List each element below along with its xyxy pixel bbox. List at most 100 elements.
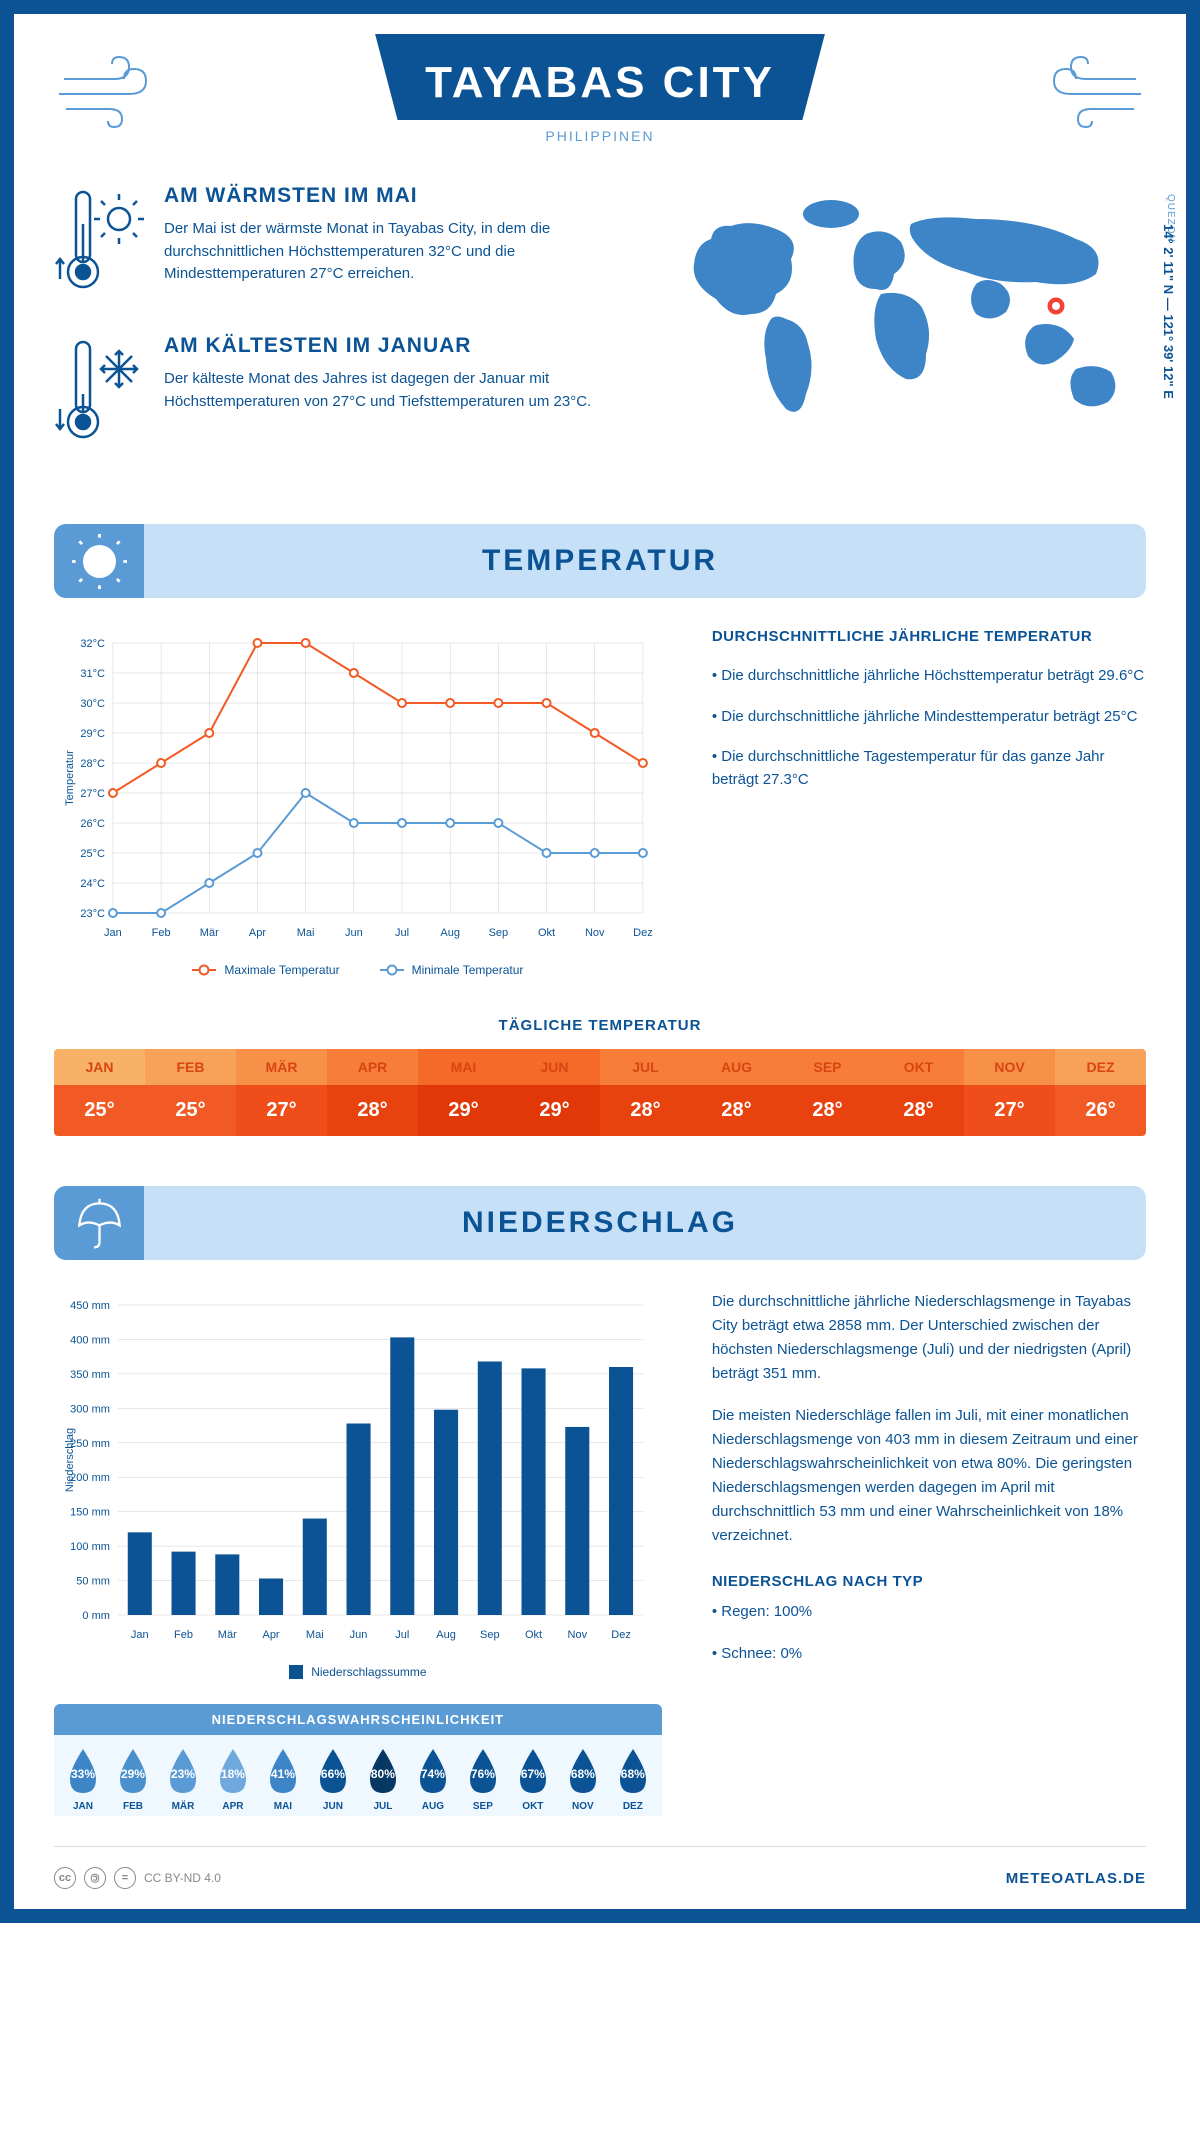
svg-text:Mär: Mär	[200, 927, 219, 939]
daily-temp-value: 28°	[327, 1085, 418, 1136]
daily-temp-col: AUG 28°	[691, 1049, 782, 1136]
daily-temp-month: FEB	[145, 1049, 236, 1085]
temp-bullet: • Die durchschnittliche jährliche Höchst…	[712, 665, 1146, 688]
thermometer-cold-icon	[54, 334, 144, 449]
daily-temp-month: APR	[327, 1049, 418, 1085]
svg-text:Jun: Jun	[345, 927, 363, 939]
daily-temp-col: DEZ 26°	[1055, 1049, 1146, 1136]
by-icon: 🄯	[84, 1867, 106, 1889]
probability-month: AUG	[408, 1801, 458, 1812]
daily-temp-month: MÄR	[236, 1049, 327, 1085]
daily-temp-month: JUN	[509, 1049, 600, 1085]
footer: cc 🄯 = CC BY-ND 4.0 METEOATLAS.DE	[54, 1846, 1146, 1889]
probability-value: 74%	[421, 1767, 445, 1781]
coldest-title: AM KÄLTESTEN IM JANUAR	[164, 334, 626, 358]
temperature-title: TEMPERATUR	[84, 544, 1116, 578]
svg-text:Okt: Okt	[538, 927, 555, 939]
wind-icon-left	[54, 49, 174, 129]
country-subtitle: PHILIPPINEN	[54, 128, 1146, 144]
umbrella-icon	[54, 1186, 144, 1260]
avg-temp-title: DURCHSCHNITTLICHE JÄHRLICHE TEMPERATUR	[712, 628, 1146, 645]
probability-value: 68%	[571, 1767, 595, 1781]
precipitation-legend: Niederschlagssumme	[54, 1665, 662, 1679]
svg-text:Nov: Nov	[585, 927, 605, 939]
probability-month: DEZ	[608, 1801, 658, 1812]
svg-text:Jan: Jan	[131, 1629, 149, 1641]
temp-bullet: • Die durchschnittliche jährliche Mindes…	[712, 706, 1146, 729]
probability-item: 68% NOV	[558, 1747, 608, 1812]
svg-text:32°C: 32°C	[80, 638, 105, 650]
svg-text:Jun: Jun	[350, 1629, 368, 1641]
precipitation-bar-chart: 0 mm50 mm100 mm150 mm200 mm250 mm300 mm3…	[54, 1290, 662, 1650]
precipitation-body: 0 mm50 mm100 mm150 mm200 mm250 mm300 mm3…	[54, 1290, 1146, 1816]
svg-text:Dez: Dez	[633, 927, 653, 939]
daily-temp-month: JAN	[54, 1049, 145, 1085]
svg-text:Jul: Jul	[395, 927, 409, 939]
probability-value: 80%	[371, 1767, 395, 1781]
precipitation-legend-label: Niederschlagssumme	[311, 1665, 426, 1679]
probability-value: 33%	[71, 1767, 95, 1781]
probability-value: 41%	[271, 1767, 295, 1781]
temperature-legend: .legend-swatch[style*='#f15a24']::after{…	[54, 963, 662, 977]
svg-text:Okt: Okt	[525, 1629, 542, 1641]
precipitation-info: Die durchschnittliche jährliche Niedersc…	[712, 1290, 1146, 1816]
daily-temp-col: MAI 29°	[418, 1049, 509, 1136]
license-block: cc 🄯 = CC BY-ND 4.0	[54, 1867, 221, 1889]
precipitation-text-2: Die meisten Niederschläge fallen im Juli…	[712, 1404, 1146, 1548]
svg-text:23°C: 23°C	[80, 908, 105, 920]
daily-temp-value: 25°	[54, 1085, 145, 1136]
svg-text:200 mm: 200 mm	[70, 1472, 110, 1484]
probability-month: JUL	[358, 1801, 408, 1812]
daily-temp-value: 27°	[964, 1085, 1055, 1136]
svg-text:300 mm: 300 mm	[70, 1403, 110, 1415]
svg-text:Apr: Apr	[249, 927, 266, 939]
license-text: CC BY-ND 4.0	[144, 1871, 221, 1885]
svg-text:27°C: 27°C	[80, 788, 105, 800]
probability-value: 67%	[521, 1767, 545, 1781]
city-title: TAYABAS CITY	[425, 58, 775, 108]
raindrop-icon: 18%	[214, 1747, 252, 1795]
probability-value: 18%	[221, 1767, 245, 1781]
infographic-container: TAYABAS CITY PHILIPPINEN	[0, 0, 1200, 1923]
daily-temp-col: APR 28°	[327, 1049, 418, 1136]
raindrop-icon: 23%	[164, 1747, 202, 1795]
svg-text:450 mm: 450 mm	[70, 1300, 110, 1312]
probability-item: 33% JAN	[58, 1747, 108, 1812]
svg-text:Feb: Feb	[152, 927, 171, 939]
probability-item: 68% DEZ	[608, 1747, 658, 1812]
warmest-title: AM WÄRMSTEN IM MAI	[164, 184, 626, 208]
title-banner: TAYABAS CITY	[375, 34, 825, 120]
daily-temp-value: 27°	[236, 1085, 327, 1136]
precipitation-section-header: NIEDERSCHLAG	[54, 1186, 1146, 1260]
svg-text:0 mm: 0 mm	[82, 1610, 110, 1622]
probability-value: 29%	[121, 1767, 145, 1781]
brand-label: METEOATLAS.DE	[1006, 1870, 1146, 1887]
raindrop-icon: 68%	[614, 1747, 652, 1795]
probability-value: 68%	[621, 1767, 645, 1781]
svg-text:30°C: 30°C	[80, 698, 105, 710]
daily-temp-month: DEZ	[1055, 1049, 1146, 1085]
climate-summary: AM WÄRMSTEN IM MAI Der Mai ist der wärms…	[54, 184, 626, 484]
daily-temp-value: 29°	[418, 1085, 509, 1136]
probability-item: 66% JUN	[308, 1747, 358, 1812]
svg-text:26°C: 26°C	[80, 818, 105, 830]
probability-item: 23% MÄR	[158, 1747, 208, 1812]
raindrop-icon: 66%	[314, 1747, 352, 1795]
svg-text:Dez: Dez	[611, 1629, 631, 1641]
raindrop-icon: 80%	[364, 1747, 402, 1795]
legend-item: .legend-swatch[style*='#5b9bd5']::after{…	[380, 963, 524, 977]
probability-item: 67% OKT	[508, 1747, 558, 1812]
svg-text:150 mm: 150 mm	[70, 1507, 110, 1519]
probability-value: 66%	[321, 1767, 345, 1781]
daily-temp-month: MAI	[418, 1049, 509, 1085]
daily-temp-title: TÄGLICHE TEMPERATUR	[54, 1017, 1146, 1034]
probability-month: OKT	[508, 1801, 558, 1812]
temperature-info: DURCHSCHNITTLICHE JÄHRLICHE TEMPERATUR •…	[712, 628, 1146, 977]
warmest-block: AM WÄRMSTEN IM MAI Der Mai ist der wärms…	[54, 184, 626, 299]
daily-temp-col: JUN 29°	[509, 1049, 600, 1136]
daily-temp-col: JUL 28°	[600, 1049, 691, 1136]
svg-text:Apr: Apr	[262, 1629, 279, 1641]
svg-text:Mär: Mär	[218, 1629, 237, 1641]
precip-type-bullet: • Schnee: 0%	[712, 1642, 1146, 1666]
svg-text:24°C: 24°C	[80, 878, 105, 890]
